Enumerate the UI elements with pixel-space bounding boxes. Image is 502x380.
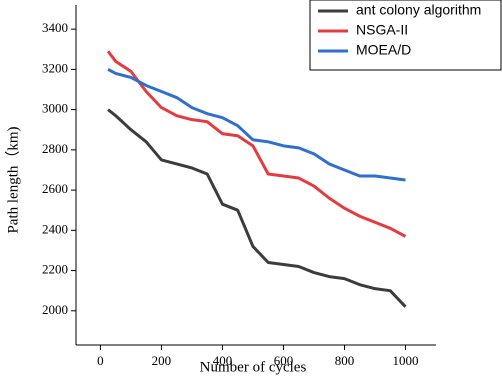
series-line (107, 68, 406, 182)
y-axis-label: Path length（km) (4, 126, 21, 233)
x-tick-label: 600 (274, 353, 294, 368)
y-tick-label: 3200 (42, 60, 68, 75)
y-tick-label: 2000 (42, 302, 68, 317)
x-tick-label: 0 (97, 353, 104, 368)
y-tick-label: 2400 (42, 221, 68, 236)
x-tick-label: 800 (335, 353, 355, 368)
legend-label: MOEA/D (356, 42, 411, 58)
series-line (107, 108, 407, 308)
x-tick-label: 200 (152, 353, 172, 368)
series-line (106, 50, 407, 238)
y-tick-label: 2600 (42, 181, 68, 196)
y-tick-label: 2800 (42, 141, 68, 156)
x-tick-label: 1000 (392, 353, 418, 368)
y-tick-label: 3400 (42, 20, 68, 35)
legend-label: NSGA-II (356, 22, 408, 38)
x-tick-label: 400 (213, 353, 233, 368)
x-axis-label: Number of cycles (200, 359, 307, 375)
legend: ant colony algorithm NSGA-II MOEA/D (309, 0, 502, 71)
legend-label: ant colony algorithm (356, 2, 481, 18)
y-tick-label: 3000 (42, 101, 68, 116)
y-tick-label: 2200 (42, 262, 68, 277)
